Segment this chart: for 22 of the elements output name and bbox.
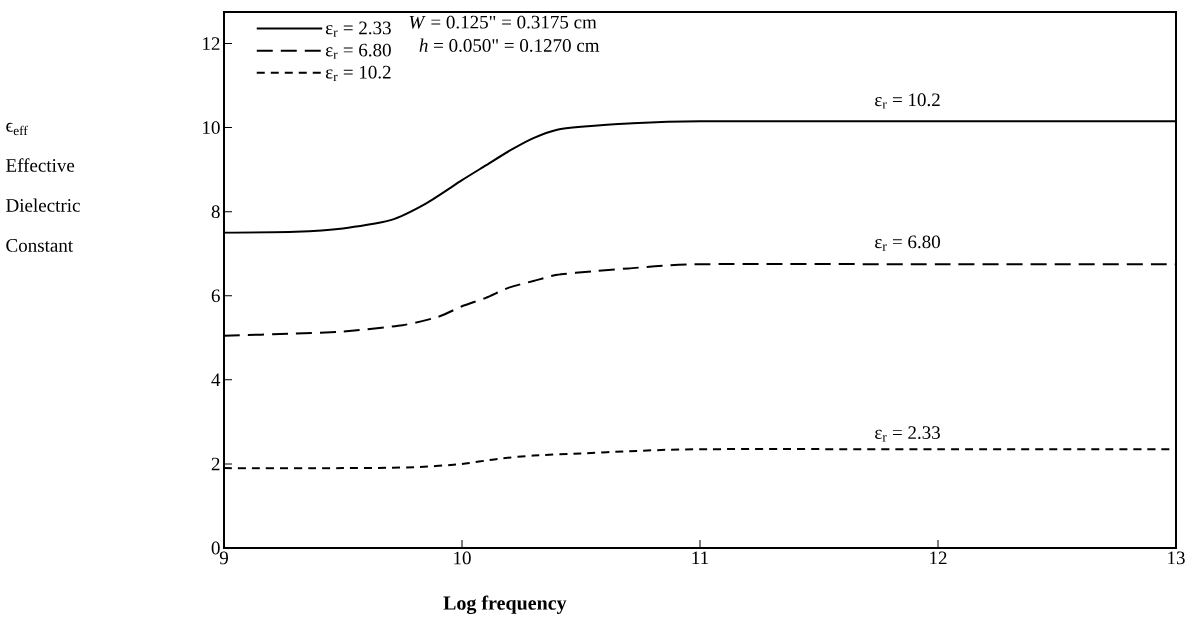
annotation: ε$_{r}$ = 10.2 — [875, 93, 940, 109]
annotation: h = 0.050" = 0.1270 cm — [419, 38, 600, 52]
legend-label: ε$_{r}$ = 6.80 — [325, 43, 391, 59]
legend-label: ε$_{r}$ = 10.2 — [325, 65, 391, 81]
x-tick-label: 13 — [1168, 551, 1185, 565]
y-tick-label: 4 — [211, 373, 221, 387]
y-tick-label: 8 — [211, 205, 220, 219]
legend-label: ε$_{r}$ = 2.33 — [325, 21, 391, 37]
x-tick-label: 10 — [454, 551, 471, 565]
annotation: ε$_{r}$ = 6.80 — [875, 235, 940, 251]
x-tick-label: 9 — [219, 551, 228, 565]
x-axis-title: Log frequency — [443, 595, 567, 615]
text: ϵ$_{eff}$ Effective Dielectric Constant — [6, 122, 80, 252]
y-tick-label: 6 — [211, 289, 220, 303]
y-tick-label: 2 — [211, 457, 220, 471]
y-tick-label: 10 — [203, 121, 220, 135]
y-tick-label: 0 — [211, 541, 220, 555]
y-tick-label: 12 — [203, 37, 220, 50]
annotation: W = 0.125" = 0.3175 cm — [409, 15, 597, 29]
x-tick-label: 11 — [692, 551, 709, 565]
x-tick-label: 12 — [930, 551, 947, 565]
annotation: ε$_{r}$ = 2.33 — [875, 426, 940, 442]
